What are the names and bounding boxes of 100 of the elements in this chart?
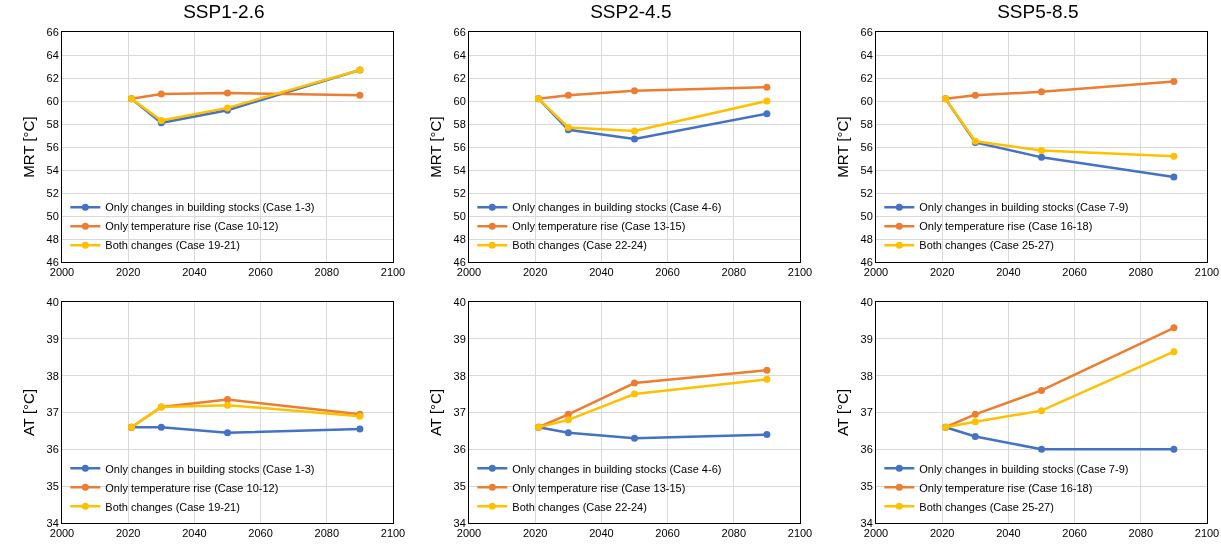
x-tick-label: 2040 [182, 527, 207, 540]
point [564, 416, 572, 424]
x-tick-label: 2100 [380, 527, 406, 540]
legend-label: Only temperature rise (Case 10-12) [105, 220, 279, 233]
x-tick-label: 2000 [49, 527, 75, 540]
y-tick-label: 56 [453, 140, 466, 153]
y-tick-label: 40 [453, 295, 466, 308]
chart-title: SSP5-8.5 [997, 0, 1079, 22]
y-tick-label: 58 [46, 117, 59, 130]
x-tick-label: 2060 [248, 266, 273, 279]
y-tick-label: 38 [46, 369, 59, 382]
x-tick-label: 2040 [589, 527, 614, 540]
x-tick-label: 2040 [996, 266, 1021, 279]
point [564, 429, 572, 437]
y-tick-label: 54 [453, 163, 466, 176]
y-axis-title: AT [°C] [833, 388, 851, 437]
point [157, 90, 165, 98]
point [763, 97, 771, 105]
x-tick-label: 2080 [314, 266, 340, 279]
x-tick-label: 2020 [115, 266, 141, 279]
y-tick-label: 36 [453, 443, 466, 456]
y-tick-label: 46 [46, 255, 59, 268]
y-axis-title: MRT [°C] [426, 116, 444, 178]
legend-label: Both changes (Case 22-24) [512, 239, 647, 252]
point [1038, 407, 1045, 415]
point [631, 379, 638, 387]
point [971, 410, 979, 418]
point [1038, 445, 1045, 453]
y-tick-label: 64 [46, 48, 59, 61]
y-axis-title: AT [°C] [19, 388, 37, 437]
point [1170, 348, 1178, 356]
point [224, 396, 231, 404]
y-tick-label: 50 [453, 209, 466, 222]
legend-label: Only temperature rise (Case 10-12) [105, 481, 279, 494]
point [1170, 77, 1178, 85]
x-tick-label: 2000 [49, 266, 75, 279]
x-tick-label: 2080 [314, 527, 340, 540]
legend-label: Both changes (Case 25-27) [919, 500, 1054, 513]
point [356, 425, 364, 433]
point [631, 87, 638, 95]
y-tick-label: 60 [46, 94, 59, 107]
y-tick-label: 48 [46, 232, 59, 245]
y-axis-title: AT [°C] [426, 388, 444, 437]
x-tick-label: 2100 [1194, 266, 1220, 279]
y-tick-label: 60 [860, 94, 873, 107]
y-tick-label: 39 [860, 332, 873, 345]
x-tick-label: 2040 [589, 266, 614, 279]
y-tick-label: 48 [453, 232, 466, 245]
y-tick-label: 62 [453, 71, 466, 84]
point [224, 89, 231, 97]
y-tick-label: 46 [453, 255, 466, 268]
y-tick-label: 36 [46, 443, 59, 456]
legend-label: Only temperature rise (Case 16-18) [919, 220, 1093, 233]
x-tick-label: 2080 [1128, 527, 1154, 540]
x-tick-label: 2100 [787, 527, 813, 540]
y-tick-label: 56 [860, 140, 873, 153]
point [1038, 153, 1045, 161]
y-tick-label: 62 [860, 71, 873, 84]
x-tick-label: 2060 [655, 527, 680, 540]
legend-label: Only changes in building stocks (Case 7-9) [919, 201, 1129, 214]
x-tick-label: 2100 [787, 266, 813, 279]
point [224, 401, 231, 409]
x-tick-label: 2000 [863, 527, 889, 540]
point [631, 390, 638, 398]
point [1170, 152, 1178, 160]
point [1038, 386, 1045, 394]
point [971, 432, 979, 440]
point [763, 375, 771, 383]
point [157, 423, 165, 431]
y-tick-label: 52 [46, 186, 59, 199]
point [1038, 146, 1045, 154]
y-tick-label: 50 [46, 209, 59, 222]
y-tick-label: 64 [453, 48, 466, 61]
legend-label: Both changes (Case 25-27) [919, 239, 1054, 252]
x-tick-label: 2020 [115, 527, 141, 540]
legend-label: Only temperature rise (Case 13-15) [512, 481, 686, 494]
y-tick-label: 52 [453, 186, 466, 199]
y-tick-label: 54 [46, 163, 59, 176]
y-tick-label: 46 [860, 255, 873, 268]
y-axis-title: MRT [°C] [833, 116, 851, 178]
x-tick-label: 2040 [182, 266, 207, 279]
x-tick-label: 2000 [456, 266, 482, 279]
y-axis-title: MRT [°C] [19, 116, 37, 178]
legend-label: Only temperature rise (Case 13-15) [512, 220, 686, 233]
point [1170, 324, 1178, 332]
y-tick-label: 52 [860, 186, 873, 199]
point [1038, 88, 1045, 96]
point [631, 434, 638, 442]
y-tick-label: 38 [860, 369, 873, 382]
y-tick-label: 40 [860, 295, 873, 308]
x-tick-label: 2080 [721, 266, 747, 279]
x-tick-label: 2080 [1128, 266, 1154, 279]
point [631, 135, 638, 143]
legend-label: Only changes in building stocks (Case 1-3) [105, 201, 315, 214]
x-tick-label: 2020 [522, 527, 548, 540]
x-tick-label: 2060 [248, 527, 273, 540]
legend-label: Only temperature rise (Case 16-18) [919, 481, 1093, 494]
y-tick-label: 58 [860, 117, 873, 130]
x-tick-label: 2040 [996, 527, 1021, 540]
point [763, 366, 771, 374]
